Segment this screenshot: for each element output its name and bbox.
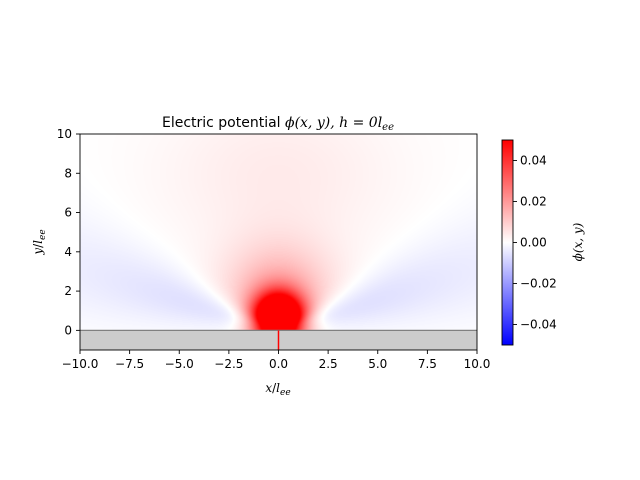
- colorbar: −0.04 −0.02 0.00 0.02 0.04: [501, 139, 557, 346]
- colorbar-label: ϕ(x, y): [571, 222, 585, 261]
- colorbar-tick-label: 0.00: [520, 236, 547, 250]
- x-tick-label: 5.0: [368, 357, 387, 371]
- colorbar-tick-label: 0.02: [520, 195, 547, 209]
- x-tick-label: 10.0: [464, 357, 491, 371]
- y-tick-label: 8: [64, 166, 72, 180]
- y-tick-label: 2: [64, 284, 72, 298]
- x-axis-label: x/lee: [265, 381, 290, 398]
- x-tick-label: −2.5: [214, 357, 243, 371]
- x-tick-label: −5.0: [165, 357, 194, 371]
- colorbar-tick-label: −0.04: [520, 318, 557, 332]
- y-tick-label: 10: [57, 127, 72, 141]
- potential-heatmap: [80, 134, 477, 330]
- colorbar-gradient: [501, 139, 514, 346]
- x-tick-label: 0.0: [269, 357, 288, 371]
- y-tick-label: 6: [64, 206, 72, 220]
- chart-title: Electric potential ϕ(x, y), h = 0lee: [162, 115, 394, 133]
- colorbar-tick-label: −0.02: [520, 277, 557, 291]
- y-axis-label: y/lee: [31, 229, 48, 255]
- colorbar-tick-label: 0.04: [520, 154, 547, 168]
- x-tick-label: −7.5: [115, 357, 144, 371]
- x-tick-label: 2.5: [319, 357, 338, 371]
- y-tick-label: 4: [64, 245, 72, 259]
- x-tick-label: 7.5: [418, 357, 437, 371]
- y-tick-label: 0: [64, 323, 72, 337]
- axes: −10.0 −7.5 −5.0 −2.5 0.0 2.5 5.0 7.5 10.0 0 2 4 6 8 10: [57, 127, 491, 371]
- x-tick-label: −10.0: [62, 357, 99, 371]
- plot-area: [80, 134, 477, 350]
